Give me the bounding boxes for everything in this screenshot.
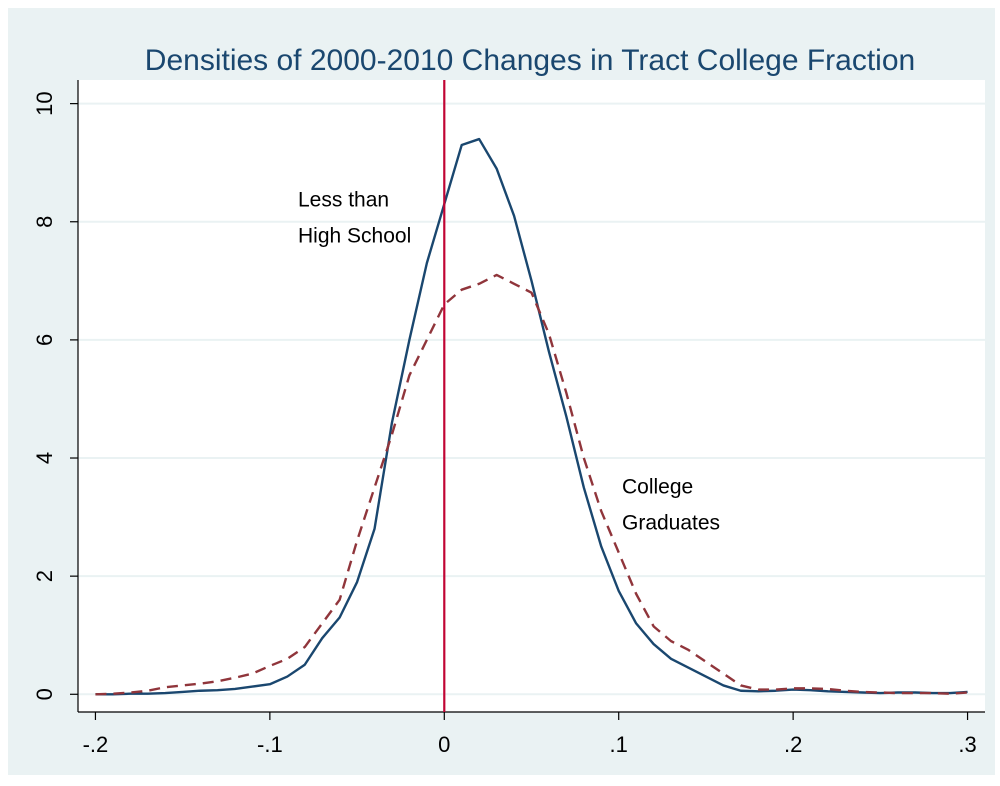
y-tick-label: 10 <box>32 91 57 115</box>
plot-region <box>78 80 985 712</box>
x-tick-label: .3 <box>958 732 976 757</box>
x-tick-label: .2 <box>784 732 802 757</box>
y-tick-label: 8 <box>32 216 57 228</box>
y-tick-label: 0 <box>32 688 57 700</box>
y-tick-label: 2 <box>32 570 57 582</box>
x-tick-label: -.2 <box>83 732 109 757</box>
annotation: High School <box>298 225 411 248</box>
annotation: Graduates <box>622 512 720 535</box>
x-tick-label: 0 <box>438 732 450 757</box>
density-line <box>95 273 968 696</box>
y-tick-label: 6 <box>32 334 57 346</box>
x-tick-label: .1 <box>610 732 628 757</box>
annotation: College <box>622 476 693 499</box>
x-tick-label: -.1 <box>257 732 283 757</box>
density-line <box>95 137 968 696</box>
y-tick-label: 4 <box>32 452 57 464</box>
chart-title: Densities of 2000-2010 Changes in Tract … <box>145 44 915 77</box>
annotation: Less than <box>298 189 389 212</box>
